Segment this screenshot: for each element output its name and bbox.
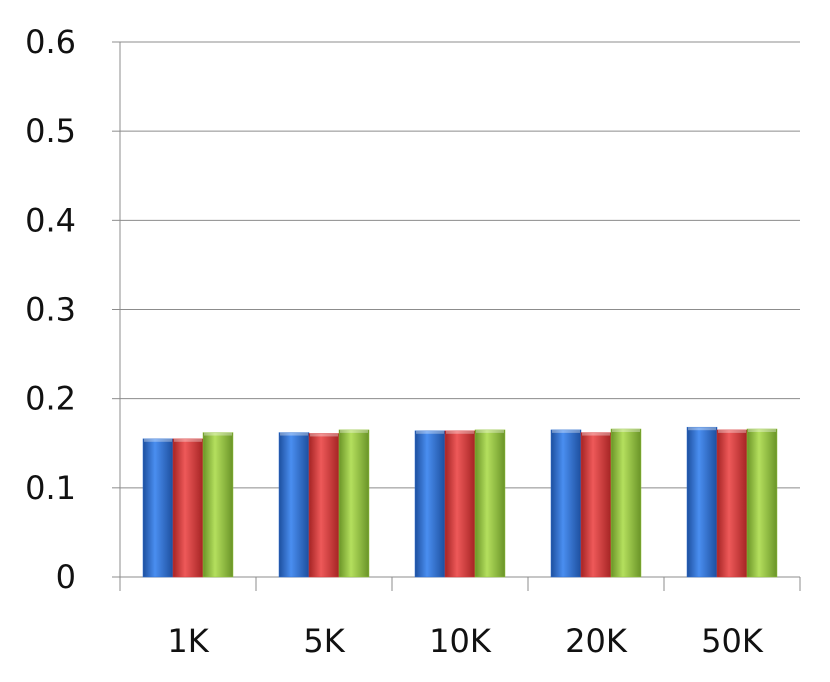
bar-highlight bbox=[476, 429, 504, 433]
bar-5K-series-2 bbox=[308, 433, 340, 578]
bar-20K-series-1 bbox=[550, 429, 582, 578]
y-tick-label: 0.4 bbox=[25, 201, 76, 239]
bar-1K-series-2 bbox=[172, 438, 204, 578]
label-layer: 0 0.1 0.2 0.3 0.4 0.5 0.6 1K 5K 10K 20K 50K bbox=[25, 23, 764, 660]
bar-highlight bbox=[340, 429, 368, 433]
x-category-label: 20K bbox=[565, 622, 628, 660]
bar-highlight bbox=[204, 432, 232, 436]
y-tick-label: 0.2 bbox=[25, 380, 76, 418]
bar-1K-series-1 bbox=[142, 438, 174, 578]
bar-highlight bbox=[718, 429, 746, 433]
x-category-label: 5K bbox=[303, 622, 345, 660]
x-category-label: 10K bbox=[429, 622, 492, 660]
x-category-label: 1K bbox=[167, 622, 209, 660]
bar-highlight bbox=[688, 427, 716, 431]
y-tick-label: 0.1 bbox=[25, 469, 76, 507]
bar-highlight bbox=[144, 438, 172, 442]
y-tick-label: 0.5 bbox=[25, 112, 76, 150]
bar-5K-series-3 bbox=[338, 429, 370, 578]
y-tick-label: 0.6 bbox=[25, 23, 76, 61]
bar-50K-series-3 bbox=[746, 428, 778, 578]
bar-highlight bbox=[416, 430, 444, 434]
bar-highlight bbox=[446, 430, 474, 434]
bar-highlight bbox=[748, 428, 776, 432]
y-tick-label: 0 bbox=[56, 558, 76, 596]
bar-50K-series-1 bbox=[686, 426, 718, 578]
bar-highlight bbox=[552, 429, 580, 433]
bar-1K-series-3 bbox=[202, 432, 234, 578]
bar-layer bbox=[142, 426, 778, 578]
bar-highlight bbox=[612, 428, 640, 432]
grid-layer bbox=[120, 41, 800, 489]
bar-highlight bbox=[280, 432, 308, 436]
bar-20K-series-2 bbox=[580, 432, 612, 578]
y-tick-label: 0.3 bbox=[25, 291, 76, 329]
bar-10K-series-3 bbox=[474, 429, 506, 578]
bar-5K-series-1 bbox=[278, 432, 310, 578]
bar-10K-series-2 bbox=[444, 430, 476, 578]
bar-highlight bbox=[310, 433, 338, 437]
x-category-label: 50K bbox=[701, 622, 764, 660]
bar-50K-series-2 bbox=[716, 429, 748, 578]
bar-10K-series-1 bbox=[414, 430, 446, 578]
bar-highlight bbox=[174, 438, 202, 442]
bar-20K-series-3 bbox=[610, 428, 642, 578]
bar-highlight bbox=[582, 432, 610, 436]
